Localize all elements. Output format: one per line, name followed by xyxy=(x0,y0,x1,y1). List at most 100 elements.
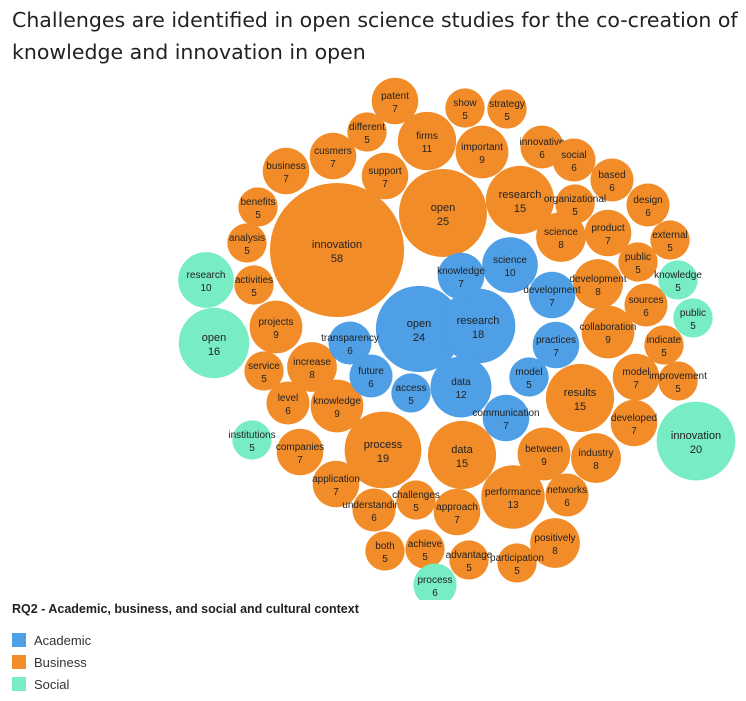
bubble-business-increase[interactable]: increase 8 xyxy=(287,342,337,392)
bubble-business-indicate[interactable]: indicate 5 xyxy=(644,325,684,365)
bubble-circle-business-support[interactable] xyxy=(361,152,409,200)
bubble-business-open[interactable]: open 25 xyxy=(399,169,487,257)
bubble-circle-business-analysis[interactable] xyxy=(227,223,267,263)
bubble-circle-business-data[interactable] xyxy=(427,420,497,490)
bubble-circle-academic-knowledge[interactable] xyxy=(437,252,485,300)
bubble-business-design[interactable]: design 6 xyxy=(626,183,670,227)
bubble-circle-business-open[interactable] xyxy=(399,169,487,257)
bubble-circle-business-process[interactable] xyxy=(344,411,422,489)
bubble-business-participation[interactable]: participation 5 xyxy=(490,543,544,583)
bubble-circle-business-challenges[interactable] xyxy=(396,480,436,520)
bubble-academic-open[interactable]: open 24 xyxy=(375,285,463,373)
bubble-business-approach[interactable]: approach 7 xyxy=(433,488,481,536)
bubble-circle-business-results[interactable] xyxy=(545,363,615,433)
bubble-business-activities[interactable]: activities 5 xyxy=(234,265,274,305)
bubble-business-understanding[interactable]: understanding 6 xyxy=(342,488,406,532)
bubble-business-improvement[interactable]: improvement 5 xyxy=(649,361,707,401)
bubble-circle-business-benefits[interactable] xyxy=(238,187,278,227)
bubble-circle-business-improvement[interactable] xyxy=(658,361,698,401)
bubble-business-important[interactable]: important 9 xyxy=(455,125,509,179)
bubble-social-institutions[interactable]: institutions 5 xyxy=(228,420,276,460)
bubble-circle-business-industry[interactable] xyxy=(571,433,621,483)
bubble-circle-business-collaboration[interactable] xyxy=(581,305,635,359)
bubble-social-public[interactable]: public 5 xyxy=(673,298,713,338)
bubble-business-knowledge[interactable]: knowledge 9 xyxy=(310,379,364,433)
bubble-academic-research[interactable]: research 18 xyxy=(440,288,516,364)
bubble-academic-communication[interactable]: communication 7 xyxy=(472,394,540,442)
bubble-social-knowledge[interactable]: knowledge 5 xyxy=(654,260,702,300)
bubble-business-sources[interactable]: sources 6 xyxy=(624,283,668,327)
bubble-social-process[interactable]: process 6 xyxy=(413,563,457,600)
bubble-circle-business-positively[interactable] xyxy=(530,518,580,568)
bubble-business-companies[interactable]: companies 7 xyxy=(276,428,324,476)
bubble-circle-business-external[interactable] xyxy=(650,220,690,260)
bubble-circle-academic-model[interactable] xyxy=(509,357,549,397)
bubble-academic-development[interactable]: development 7 xyxy=(523,271,581,319)
bubble-circle-business-science[interactable] xyxy=(536,212,586,262)
bubble-circle-business-design[interactable] xyxy=(626,183,670,227)
bubble-business-model[interactable]: model 7 xyxy=(612,353,660,401)
bubble-academic-access[interactable]: access 5 xyxy=(391,373,431,413)
bubble-business-based[interactable]: based 6 xyxy=(590,158,634,202)
bubble-business-advantage[interactable]: advantage 5 xyxy=(446,540,493,580)
bubble-business-different[interactable]: different 5 xyxy=(347,112,387,152)
bubble-business-show[interactable]: show 5 xyxy=(445,88,485,128)
bubble-circle-business-sources[interactable] xyxy=(624,283,668,327)
bubble-academic-data[interactable]: data 12 xyxy=(430,356,492,418)
bubble-circle-social-research[interactable] xyxy=(178,252,234,308)
bubble-circle-business-between[interactable] xyxy=(517,427,571,481)
bubble-business-organizational[interactable]: organizational 5 xyxy=(544,184,606,224)
bubble-business-collaboration[interactable]: collaboration 9 xyxy=(580,305,637,359)
bubble-circle-academic-access[interactable] xyxy=(391,373,431,413)
bubble-circle-business-patent[interactable] xyxy=(371,77,419,125)
bubble-business-cusmers[interactable]: cusmers 7 xyxy=(309,132,357,180)
bubble-business-challenges[interactable]: challenges 5 xyxy=(392,480,440,520)
bubble-circle-business-performance[interactable] xyxy=(481,465,545,529)
bubble-circle-business-research[interactable] xyxy=(485,165,555,235)
bubble-circle-business-important[interactable] xyxy=(455,125,509,179)
legend-item-academic[interactable]: Academic xyxy=(12,629,359,651)
bubble-circle-business-knowledge[interactable] xyxy=(310,379,364,433)
bubble-business-both[interactable]: both 5 xyxy=(365,531,405,571)
bubble-business-product[interactable]: product 7 xyxy=(584,209,632,257)
bubble-circle-business-level[interactable] xyxy=(266,381,310,425)
bubble-business-strategy[interactable]: strategy 5 xyxy=(487,89,527,129)
bubble-circle-business-understanding[interactable] xyxy=(352,488,396,532)
bubble-business-service[interactable]: service 5 xyxy=(244,351,284,391)
bubble-social-open[interactable]: open 16 xyxy=(178,307,250,379)
bubble-circle-academic-research[interactable] xyxy=(440,288,516,364)
bubble-circle-business-based[interactable] xyxy=(590,158,634,202)
legend-item-social[interactable]: Social xyxy=(12,673,359,695)
bubble-academic-model[interactable]: model 5 xyxy=(509,357,549,397)
bubble-business-public[interactable]: public 5 xyxy=(618,242,658,282)
bubble-circle-business-advantage[interactable] xyxy=(449,540,489,580)
bubble-circle-business-business[interactable] xyxy=(262,147,310,195)
bubble-business-business[interactable]: business 7 xyxy=(262,147,310,195)
bubble-business-developed[interactable]: developed 7 xyxy=(610,399,658,447)
bubble-business-data[interactable]: data 15 xyxy=(427,420,497,490)
bubble-academic-knowledge[interactable]: knowledge 7 xyxy=(437,252,485,300)
bubble-circle-business-developed[interactable] xyxy=(610,399,658,447)
bubble-social-innovation[interactable]: innovation 20 xyxy=(656,401,736,481)
bubble-circle-business-approach[interactable] xyxy=(433,488,481,536)
bubble-circle-social-open[interactable] xyxy=(178,307,250,379)
bubble-circle-academic-future[interactable] xyxy=(349,354,393,398)
bubble-circle-social-innovation[interactable] xyxy=(656,401,736,481)
bubble-social-research[interactable]: research 10 xyxy=(178,252,234,308)
legend-item-business[interactable]: Business xyxy=(12,651,359,673)
bubble-circle-business-projects[interactable] xyxy=(249,300,303,354)
bubble-business-industry[interactable]: industry 8 xyxy=(571,433,621,483)
bubble-circle-business-organizational[interactable] xyxy=(555,184,595,224)
bubble-business-process[interactable]: process 19 xyxy=(344,411,422,489)
bubble-business-networks[interactable]: networks 6 xyxy=(545,473,589,517)
bubble-business-performance[interactable]: performance 13 xyxy=(481,465,545,529)
bubble-circle-academic-science[interactable] xyxy=(482,237,538,293)
bubble-circle-academic-transparency[interactable] xyxy=(328,321,372,365)
bubble-circle-business-companies[interactable] xyxy=(276,428,324,476)
bubble-circle-business-indicate[interactable] xyxy=(644,325,684,365)
bubble-circle-academic-practices[interactable] xyxy=(532,321,580,369)
bubble-circle-business-product[interactable] xyxy=(584,209,632,257)
bubble-circle-business-strategy[interactable] xyxy=(487,89,527,129)
bubble-business-application[interactable]: application 7 xyxy=(312,460,360,508)
bubble-business-results[interactable]: results 15 xyxy=(545,363,615,433)
